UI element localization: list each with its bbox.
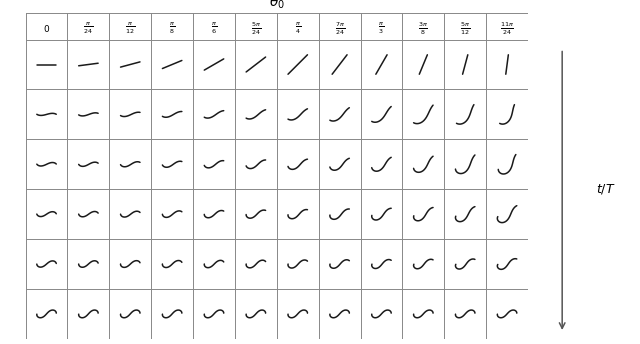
Text: $\frac{\pi}{4}$: $\frac{\pi}{4}$ xyxy=(295,21,301,36)
Text: $\frac{7\pi}{24}$: $\frac{7\pi}{24}$ xyxy=(335,20,344,36)
Text: $\theta_0$: $\theta_0$ xyxy=(269,0,285,11)
Text: $0$: $0$ xyxy=(43,23,50,34)
Text: $\frac{5\pi}{12}$: $\frac{5\pi}{12}$ xyxy=(460,20,470,36)
Text: $\frac{\pi}{12}$: $\frac{\pi}{12}$ xyxy=(125,21,135,36)
Text: $t/T$: $t/T$ xyxy=(596,182,616,196)
Text: $\frac{5\pi}{24}$: $\frac{5\pi}{24}$ xyxy=(251,20,261,36)
Text: $\frac{\pi}{3}$: $\frac{\pi}{3}$ xyxy=(378,21,385,36)
Text: $\frac{\pi}{24}$: $\frac{\pi}{24}$ xyxy=(83,21,93,36)
Text: $\frac{\pi}{8}$: $\frac{\pi}{8}$ xyxy=(169,21,175,36)
Text: $\frac{3\pi}{8}$: $\frac{3\pi}{8}$ xyxy=(419,20,428,36)
Text: $\frac{\pi}{6}$: $\frac{\pi}{6}$ xyxy=(211,21,217,36)
Text: $\frac{11\pi}{24}$: $\frac{11\pi}{24}$ xyxy=(500,20,514,36)
